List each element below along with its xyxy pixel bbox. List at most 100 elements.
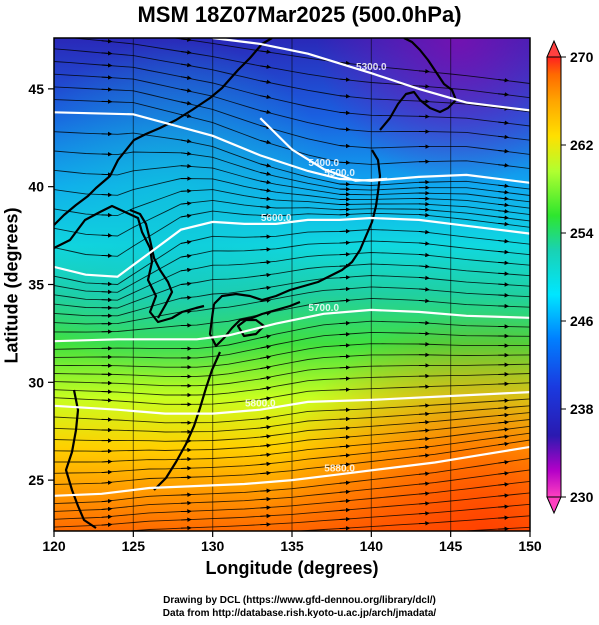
streamline-arrow (260, 470, 272, 476)
streamline-arrow (339, 434, 351, 440)
streamline-arrow (180, 88, 192, 93)
streamline-arrow (418, 501, 430, 506)
streamline-arrow (498, 471, 510, 476)
streamline-arrow (418, 444, 430, 450)
streamline-arrow (180, 267, 192, 273)
streamline-arrow (180, 213, 192, 219)
streamline-arrow (498, 202, 510, 208)
streamline-arrow (260, 365, 272, 370)
x-tick-label: 145 (439, 538, 463, 554)
streamline-arrow (180, 281, 192, 287)
streamline-arrow (418, 275, 430, 281)
streamline-arrow (418, 491, 430, 496)
streamline-arrow (339, 228, 351, 234)
x-tick-label: 135 (280, 538, 304, 554)
streamline-arrow (101, 469, 113, 475)
streamline-arrow (260, 188, 272, 193)
streamline-arrow (101, 522, 113, 527)
streamline-arrow (498, 106, 510, 111)
contour-line (54, 111, 530, 184)
streamline-arrow (260, 375, 272, 381)
colorbar-tick-label: 246 (570, 313, 594, 329)
streamline-arrow (339, 444, 351, 449)
streamline-arrow (180, 201, 192, 206)
x-tick-label: 120 (42, 538, 66, 554)
streamline-arrow (339, 489, 351, 495)
streamline-arrow (260, 285, 272, 291)
streamline-arrow (260, 204, 272, 210)
y-axis-ticks: 25 30 35 40 45 (28, 81, 54, 488)
streamline-arrow (339, 298, 351, 303)
streamline-arrow (101, 38, 113, 44)
streamline-arrow (498, 420, 510, 425)
streamline-arrow (260, 196, 272, 202)
streamline-arrow (418, 428, 430, 433)
graticule (132, 38, 452, 531)
contour-line (54, 216, 530, 278)
contour-label: 5500.0 (324, 168, 355, 179)
streamline-arrow (418, 481, 430, 486)
streamline-arrow (260, 488, 272, 493)
streamline-arrow (339, 425, 351, 431)
streamline-arrow (498, 493, 510, 498)
y-tick-label: 40 (28, 179, 44, 195)
streamline-arrow (498, 260, 510, 266)
streamline-arrow (260, 385, 272, 391)
streamline-arrow (498, 249, 510, 255)
y-tick-label: 25 (28, 472, 44, 488)
streamline-arrow (418, 69, 430, 74)
streamline-arrow (260, 260, 272, 265)
streamline-arrow (180, 151, 192, 156)
streamline-arrow (339, 110, 351, 116)
chart-title: MSM 18Z07Mar2025 (500.0hPa) (137, 2, 462, 27)
streamline-arrow (180, 163, 192, 169)
streamline-arrow (339, 60, 351, 66)
streamline-arrow (339, 275, 351, 280)
streamline-arrow (260, 139, 272, 145)
contour-line (259, 117, 388, 182)
streamline-arrow (498, 515, 510, 521)
streamline-arrow (260, 298, 272, 303)
streamline-arrow (260, 452, 272, 458)
colorbar-max-triangle (546, 39, 562, 58)
streamline-arrow (260, 94, 272, 100)
streamline-arrow (498, 460, 510, 465)
streamline-arrow (339, 93, 351, 99)
streamline-arrow (339, 480, 351, 485)
streamline-arrow (498, 238, 510, 244)
streamline-arrow (260, 496, 272, 502)
streamline-arrow (101, 480, 113, 485)
streamline-arrow (498, 120, 510, 125)
contour-line (54, 308, 530, 343)
streamline-arrow (180, 295, 192, 300)
streamline-arrow (498, 434, 510, 440)
contour-label: 5600.0 (261, 213, 292, 224)
streamline-arrow (498, 482, 510, 487)
streamline-arrow (260, 64, 272, 69)
streamline-arrow (498, 504, 510, 509)
streamline-arrow (260, 424, 272, 430)
streamline-arrow (260, 179, 272, 185)
streamline-arrow (260, 505, 272, 510)
colorbar-tick-label: 254 (570, 225, 594, 241)
streamline-arrow (418, 264, 430, 269)
x-tick-label: 130 (201, 538, 225, 554)
streamline-arrow (101, 514, 113, 520)
streamline-arrow (418, 411, 430, 417)
streamline-arrow (260, 344, 272, 350)
colorbar-min-triangle (546, 496, 562, 515)
streamline-arrow (418, 207, 430, 212)
streamline-arrow (180, 138, 192, 144)
streamline-arrow (102, 29, 112, 30)
streamline-arrow (498, 412, 510, 418)
streamline-arrow (418, 436, 430, 442)
streamline-arrow (101, 506, 113, 512)
streamline-arrow (418, 84, 430, 89)
streamline-arrow (260, 272, 272, 278)
streamline-arrow (101, 498, 113, 504)
streamline-arrow (498, 271, 510, 276)
coastlines (54, 38, 458, 529)
streamline-arrow (498, 189, 510, 195)
y-tick-label: 30 (28, 374, 44, 390)
